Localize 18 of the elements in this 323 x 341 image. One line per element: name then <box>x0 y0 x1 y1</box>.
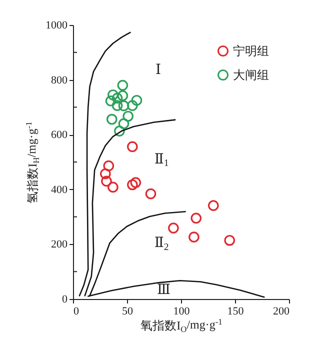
legend-label: 大闸组 <box>233 68 269 82</box>
y-tick-label: 1000 <box>46 20 68 32</box>
y-tick-label: 800 <box>51 74 68 86</box>
x-tick-label: 150 <box>227 306 244 318</box>
annotation: Ⅲ <box>156 283 170 298</box>
y-tick-label: 600 <box>51 129 68 142</box>
y-tick-label: 0 <box>62 294 68 306</box>
x-axis-title: 氧指数I$_{O}$/mg·g$^{-1}$ <box>140 317 222 334</box>
annotation: Ⅱ$_{1}$ <box>154 152 169 170</box>
legend-label: 宁明组 <box>233 44 269 58</box>
annotation: Ⅰ <box>156 63 162 78</box>
annotation: Ⅱ$_{2}$ <box>154 236 169 253</box>
x-tick-label: 50 <box>122 306 134 318</box>
x-tick-label: 0 <box>74 306 80 318</box>
y-tick-label: 400 <box>51 184 68 196</box>
y-tick-label: 200 <box>51 238 68 251</box>
x-tick-label: 200 <box>273 306 290 318</box>
x-tick-label: 100 <box>173 306 190 318</box>
